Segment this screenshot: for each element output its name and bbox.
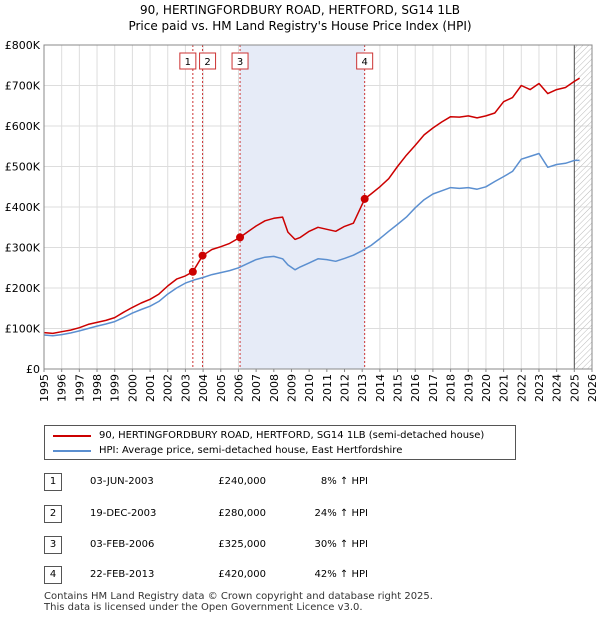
sale-point xyxy=(236,233,245,242)
x-tick-label: 1999 xyxy=(109,374,122,402)
footer-licence: This data is licensed under the Open Gov… xyxy=(44,602,363,613)
row-date: 03-FEB-2006 xyxy=(90,539,155,550)
row-price: £240,000 xyxy=(218,476,266,487)
shaded-region xyxy=(240,45,365,369)
sale-label-box xyxy=(179,52,197,70)
row-number-badge: 2 xyxy=(44,505,62,523)
legend-blue-line xyxy=(53,450,91,452)
x-tick-label: 2014 xyxy=(374,374,387,402)
row-price: £280,000 xyxy=(218,508,266,519)
y-tick-label: £800K xyxy=(5,39,41,52)
y-tick-label: £600K xyxy=(5,120,41,133)
row-date: 19-DEC-2003 xyxy=(90,508,157,519)
price-chart: 1 2 3 4 £0 £100K £200K £300K £400K £500K £600K £70… xyxy=(5,39,599,402)
row-price: £325,000 xyxy=(218,539,266,550)
row-number-badge: 1 xyxy=(44,473,62,491)
footer-copyright: Contains HM Land Registry data © Crown c… xyxy=(44,591,433,602)
y-tick-label: £700K xyxy=(5,80,41,93)
series-line-property xyxy=(43,77,580,335)
y-tick-label: £400K xyxy=(5,201,41,214)
row-date: 22-FEB-2013 xyxy=(90,569,155,580)
row-hpi: 8% ↑ HPI xyxy=(320,476,368,487)
x-tick-label: 2015 xyxy=(392,374,405,402)
y-tick-label: £500K xyxy=(5,161,41,174)
x-tick-label: 2016 xyxy=(409,374,422,402)
x-tick-label: 2019 xyxy=(462,374,475,402)
sale-label: 1 xyxy=(185,57,191,68)
legend-red-line xyxy=(53,435,91,437)
x-tick-label: 2021 xyxy=(498,374,511,402)
x-tick-label: 2012 xyxy=(339,374,352,402)
future-hatch xyxy=(574,45,592,369)
x-tick-label: 2000 xyxy=(126,374,139,402)
x-tick-label: 2018 xyxy=(445,374,458,402)
sale-point xyxy=(360,194,369,203)
plot-frame xyxy=(43,44,593,370)
x-tick-label: 2013 xyxy=(356,374,369,402)
x-tick-label: 2002 xyxy=(162,374,175,402)
y-tick-label: £200K xyxy=(5,282,41,295)
sale-point xyxy=(198,251,207,260)
x-tick-label: 2011 xyxy=(321,374,334,402)
row-price: £420,000 xyxy=(218,569,266,580)
x-tick-label: 1996 xyxy=(56,374,69,402)
row-hpi: 42% ↑ HPI xyxy=(314,569,368,580)
sale-label: 2 xyxy=(204,57,210,68)
x-tick-label: 2023 xyxy=(533,374,546,402)
x-tick-label: 2001 xyxy=(144,374,157,402)
row-number-badge: 4 xyxy=(44,566,62,584)
x-tick-label: 1998 xyxy=(91,374,104,402)
x-tick-label: 2010 xyxy=(303,374,316,402)
chart-subtitle: Price paid vs. HM Land Registry's House … xyxy=(128,19,472,33)
x-tick-label: 2006 xyxy=(232,374,245,402)
legend: 90, HERTINGFORDBURY ROAD, HERTFORD, SG14… xyxy=(44,425,516,460)
x-tick-label: 2017 xyxy=(427,374,440,402)
row-hpi: 24% ↑ HPI xyxy=(314,508,368,519)
sale-label-box xyxy=(199,52,217,70)
row-date: 03-JUN-2003 xyxy=(90,476,154,487)
y-tick-label: £0 xyxy=(26,363,40,376)
x-tick-label: 2020 xyxy=(480,374,493,402)
x-tick-label: 2026 xyxy=(586,374,599,402)
x-tick-label: 2025 xyxy=(568,374,581,402)
x-tick-label: 1997 xyxy=(73,374,86,402)
sale-point xyxy=(188,267,197,276)
x-tick-label: 2004 xyxy=(197,374,210,402)
x-tick-label: 2009 xyxy=(285,374,298,402)
y-tick-label: £100K xyxy=(5,323,41,336)
row-hpi: 30% ↑ HPI xyxy=(314,539,368,550)
sale-label: 3 xyxy=(237,57,243,68)
legend-label-hpi: HPI: Average price, semi-detached house,… xyxy=(99,445,403,456)
series-line-hpi xyxy=(43,152,580,337)
sale-label-box xyxy=(356,52,374,70)
x-tick-label: 2024 xyxy=(551,374,564,402)
sale-label-box xyxy=(231,52,249,70)
x-tick-label: 1995 xyxy=(38,374,51,402)
sale-label: 4 xyxy=(361,57,367,68)
legend-label-property: 90, HERTINGFORDBURY ROAD, HERTFORD, SG14… xyxy=(99,430,485,441)
x-tick-label: 2007 xyxy=(250,374,263,402)
chart-title: 90, HERTINGFORDBURY ROAD, HERTFORD, SG14… xyxy=(140,3,460,17)
x-tick-label: 2008 xyxy=(268,374,281,402)
x-tick-label: 2005 xyxy=(215,374,228,402)
x-tick-label: 2022 xyxy=(515,374,528,402)
y-tick-label: £300K xyxy=(5,242,41,255)
row-number-badge: 3 xyxy=(44,536,62,554)
x-tick-label: 2003 xyxy=(179,374,192,402)
